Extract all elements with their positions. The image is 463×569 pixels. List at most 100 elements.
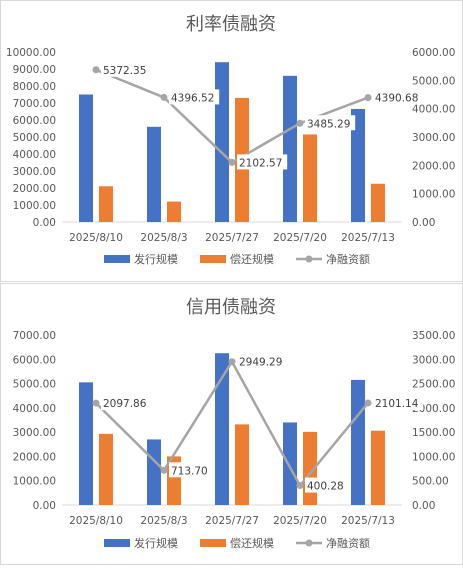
left-axis-tick-label: 2000.00 [13, 183, 56, 195]
right-axis-tick-label: 0.00 [412, 217, 435, 229]
left-axis-tick-label: 0.00 [33, 217, 56, 229]
right-axis-tick-label: 500.00 [412, 476, 449, 488]
legend: 发行规模 偿还规模 净融资额 [104, 536, 370, 550]
bar-issuance [79, 382, 93, 505]
left-axis-tick-label: 9000.00 [13, 64, 56, 76]
left-axis-tick-label: 3000.00 [13, 427, 56, 439]
data-label-background [237, 353, 288, 369]
left-axis-tick-label: 1000.00 [13, 200, 56, 212]
left-axis-tick-label: 7000.00 [13, 98, 56, 110]
data-label-background [305, 115, 356, 131]
chart-panel-rate-bond: 利率债融资 0.00 1000.00 2000.00 3000.00 4000.00 500… [0, 0, 463, 282]
left-axis-tick-label: 6000.00 [13, 115, 56, 127]
right-axis-tick-label: 3000.00 [412, 132, 455, 144]
left-axis-tick-label: 1000.00 [13, 476, 56, 488]
right-axis-tick-label: 0.00 [412, 500, 435, 512]
chart-panel-credit-bond: 信用债融资 0.00 1000.00 2000.00 3000.00 4000.00 500… [0, 283, 463, 565]
category-label: 2025/7/13 [341, 515, 395, 527]
right-axis-tick-label: 1000.00 [412, 451, 455, 463]
legend-label: 偿还规模 [230, 252, 274, 266]
data-label-background [101, 395, 152, 411]
category-label: 2025/7/20 [273, 232, 327, 244]
left-axis-tick-label: 10000.00 [6, 47, 56, 59]
bar-issuance [283, 422, 297, 505]
data-label: 2102.57 [239, 157, 282, 169]
category-label: 2025/8/10 [69, 515, 123, 527]
data-label-background [373, 394, 424, 410]
data-label-background [169, 89, 220, 105]
right-axis-tick-label: 3500.00 [412, 330, 455, 342]
data-label: 2949.29 [239, 357, 282, 369]
right-axis-tick-label: 3000.00 [412, 354, 455, 366]
legend-line-marker [305, 539, 313, 547]
data-label: 3485.29 [307, 118, 350, 130]
right-axis-tick-label: 5000.00 [412, 75, 455, 87]
left-axis-tick-label: 6000.00 [13, 354, 56, 366]
left-axis-tick-label: 3000.00 [13, 166, 56, 178]
right-axis-tick-label: 2500.00 [412, 379, 455, 391]
category-label: 2025/7/27 [205, 515, 259, 527]
data-label: 713.70 [171, 465, 208, 477]
legend-label: 偿还规模 [230, 536, 274, 550]
net-financing-point [364, 94, 372, 102]
left-axis-tick-label: 2000.00 [13, 451, 56, 463]
data-label: 2097.86 [103, 398, 147, 410]
legend-label: 净融资额 [326, 536, 370, 550]
bar-repayment [303, 134, 317, 222]
data-label: 4396.52 [171, 92, 214, 104]
net-financing-point [160, 466, 168, 474]
net-financing-point [92, 66, 100, 74]
data-label-background [237, 154, 288, 170]
left-axis-tick-label: 7000.00 [13, 330, 56, 342]
bar-repayment [167, 201, 181, 222]
left-axis-tick-label: 5000.00 [13, 379, 56, 391]
category-label: 2025/7/13 [341, 232, 395, 244]
legend: 发行规模 偿还规模 净融资额 [104, 252, 370, 266]
data-label-background [373, 89, 424, 105]
category-label: 2025/8/10 [69, 232, 123, 244]
right-axis-tick-label: 4000.00 [412, 104, 455, 116]
category-label: 2025/8/3 [140, 232, 187, 244]
left-axis-tick-label: 4000.00 [13, 403, 56, 415]
net-financing-point [364, 399, 372, 407]
right-axis-tick-label: 1000.00 [412, 189, 455, 201]
legend-label: 发行规模 [134, 252, 178, 266]
right-axis-tick-label: 6000.00 [412, 47, 455, 59]
legend-line-marker [305, 255, 313, 263]
bar-issuance [351, 379, 365, 505]
net-financing-point [92, 399, 100, 407]
legend-swatch [200, 539, 226, 547]
legend-label: 净融资额 [326, 252, 370, 266]
bar-repayment [235, 424, 249, 505]
bar-repayment [99, 433, 113, 505]
right-axis-tick-label: 1500.00 [412, 427, 455, 439]
rate-bond-chart: 利率债融资 0.00 1000.00 2000.00 3000.00 4000.00 500… [6, 14, 456, 266]
category-label: 2025/7/20 [273, 515, 327, 527]
right-axis-tick-label: 2000.00 [412, 160, 455, 172]
net-financing-point [296, 482, 304, 490]
net-financing-point [228, 358, 236, 366]
bar-issuance [283, 75, 297, 222]
data-label: 4390.68 [375, 93, 418, 105]
legend-swatch [104, 255, 130, 263]
data-label: 2101.14 [375, 398, 419, 410]
data-label-background [305, 477, 349, 493]
credit-bond-chart: 信用债融资 0.00 1000.00 2000.00 3000.00 4000.00 500… [13, 297, 456, 550]
left-axis-tick-label: 5000.00 [13, 132, 56, 144]
net-financing-point [228, 158, 236, 166]
bar-repayment [99, 186, 113, 222]
bar-repayment [371, 430, 385, 505]
bar-issuance [79, 94, 93, 222]
data-label-background [101, 61, 152, 77]
left-axis-tick-label: 8000.00 [13, 81, 56, 93]
net-financing-line [95, 359, 369, 488]
bar-repayment [371, 183, 385, 222]
data-label: 400.28 [307, 481, 344, 493]
bar-issuance [351, 108, 365, 222]
legend-swatch [200, 255, 226, 263]
bar-issuance [147, 126, 161, 222]
legend-swatch [104, 539, 130, 547]
bar-issuance [215, 62, 229, 223]
chart-title: 利率债融资 [186, 14, 276, 35]
chart-title: 信用债融资 [186, 297, 276, 318]
